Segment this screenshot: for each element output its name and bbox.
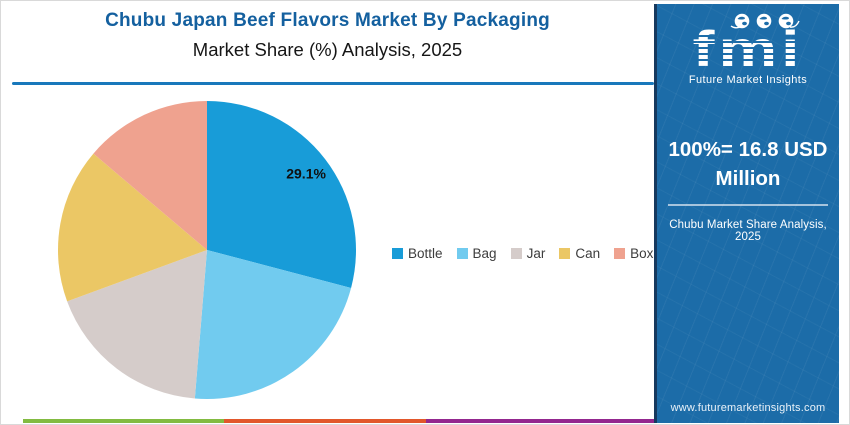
- logo-stripe: [688, 46, 808, 49]
- chart-legend: Bottle Bag Jar Can Box: [392, 246, 653, 261]
- page-title: Chubu Japan Beef Flavors Market By Packa…: [105, 10, 550, 31]
- legend-swatch-icon: [456, 248, 468, 259]
- logo-stripe: [688, 52, 808, 55]
- footer-stripe-purple: [426, 419, 654, 423]
- title-underline: [12, 82, 654, 85]
- footer-stripe-orange: [224, 419, 426, 423]
- legend-label: Bag: [472, 246, 497, 261]
- brand-sidebar: fmi Future Market Insights 100%= 16.8 US…: [654, 4, 839, 423]
- fmi-logo: fmi Future Market Insights: [657, 4, 839, 86]
- pie-slice-box[interactable]: [93, 101, 207, 250]
- logo-stripe: [688, 40, 808, 43]
- market-size-headline: 100%= 16.8 USD Million: [668, 138, 828, 190]
- legend-item-bag[interactable]: Bag: [456, 246, 497, 261]
- footer-stripe-green: [23, 419, 224, 423]
- legend-swatch-icon: [510, 248, 522, 259]
- panel-note: Chubu Market Share Analysis, 2025: [669, 219, 827, 244]
- pie-slice-bag[interactable]: [194, 250, 352, 399]
- page-subtitle: Market Share (%) Analysis, 2025: [192, 39, 463, 60]
- footer-stripes: [23, 419, 654, 423]
- pie-slice-can[interactable]: [58, 153, 207, 302]
- logo-stripe: [688, 34, 808, 37]
- legend-swatch-icon: [614, 248, 626, 259]
- logo-tagline: Future Market Insights: [688, 74, 808, 86]
- legend-item-can[interactable]: Can: [559, 246, 600, 261]
- globe-icons: [730, 13, 800, 29]
- legend-item-box[interactable]: Box: [614, 246, 653, 261]
- pie-data-label: 29.1%: [286, 166, 326, 182]
- legend-label: Can: [575, 246, 601, 261]
- panel-divider: [667, 204, 829, 207]
- pie-slice-bottle[interactable]: [207, 101, 356, 288]
- legend-label: Bottle: [408, 246, 443, 261]
- legend-item-jar[interactable]: Jar: [510, 246, 546, 261]
- pie-slice-jar[interactable]: [67, 250, 207, 399]
- logo-stripe: [688, 58, 808, 61]
- fmi-wordmark: fmi: [688, 21, 808, 77]
- legend-swatch-icon: [559, 248, 571, 259]
- legend-item-bottle[interactable]: Bottle: [392, 246, 443, 261]
- pie-chart: 29.1%: [58, 101, 356, 399]
- website-link[interactable]: www.futuremarketinsights.com: [670, 402, 826, 414]
- legend-label: Jar: [526, 246, 546, 261]
- legend-swatch-icon: [392, 248, 403, 259]
- legend-label: Box: [630, 246, 654, 261]
- fmi-logo-text: fmi: [692, 21, 804, 77]
